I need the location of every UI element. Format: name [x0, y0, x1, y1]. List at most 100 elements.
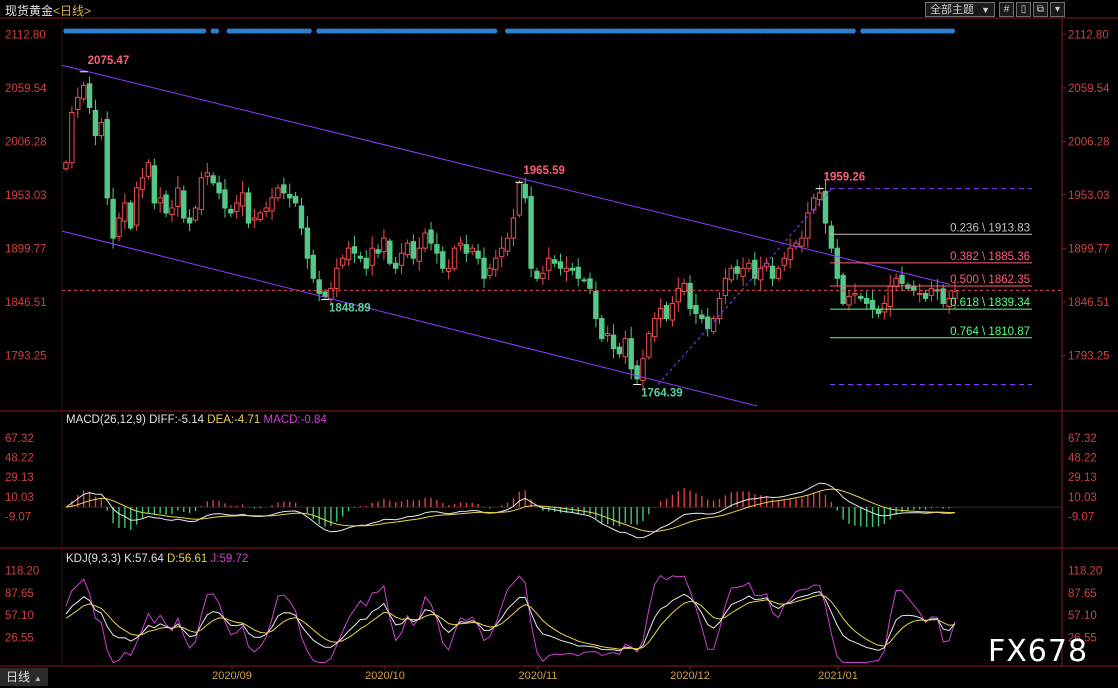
date-tick-label: 2020/10 [365, 670, 405, 682]
macd-tick-label-left: 67.32 [5, 433, 34, 445]
candle-body [840, 274, 846, 304]
candle-body [869, 299, 876, 309]
macd-tick-label: 29.13 [1068, 472, 1097, 484]
layout-tool-icon[interactable]: ⧉ [1033, 2, 1048, 17]
candle-body [504, 237, 511, 252]
period-tab[interactable]: 日线 ▲ [0, 668, 48, 686]
candle-body [457, 242, 464, 246]
candle-body [316, 279, 322, 294]
candle-body [404, 242, 411, 256]
candle-body [245, 192, 252, 224]
candle-body [593, 290, 599, 320]
candle-body [540, 272, 546, 279]
candle-body [675, 287, 681, 303]
candle-body [228, 208, 234, 214]
candle-body [911, 286, 917, 291]
candle-body [863, 297, 870, 304]
candle-body [928, 287, 935, 296]
theme-dropdown-label: 全部主题 [930, 4, 974, 16]
candle-body [469, 247, 475, 253]
extreme-label: 1965.59 [523, 165, 565, 177]
candle-body [610, 334, 617, 350]
candle-body [581, 279, 587, 282]
candle-body [493, 257, 499, 271]
extreme-label: 2075.47 [88, 55, 130, 67]
price-tick-label-left: 1953.03 [5, 190, 47, 202]
candle-body [80, 84, 87, 100]
candle-body [575, 266, 581, 279]
candle-body [428, 229, 434, 244]
candle-body [916, 292, 923, 295]
date-tick-label: 2020/11 [519, 670, 558, 682]
theme-dropdown[interactable]: 全部主题 ▼ [925, 2, 995, 17]
candle-body [893, 277, 899, 287]
price-tick-label: 2006.28 [1068, 136, 1110, 148]
candle-body [63, 162, 69, 170]
macd-hist-value: MACD:-0.84 [263, 414, 327, 426]
candle-body [340, 257, 346, 266]
candle-body [257, 212, 263, 221]
candle-body [781, 257, 787, 266]
candle-body [175, 187, 181, 207]
candle-body [345, 247, 352, 261]
candle-body [887, 285, 893, 307]
candle-body [546, 257, 552, 271]
candle-body [669, 302, 676, 321]
price-tick-label-left: 2059.54 [5, 83, 47, 95]
event-marker [306, 28, 312, 34]
macd-tick-label-left: 29.13 [5, 472, 34, 484]
candle-body [587, 278, 593, 289]
candle-body [375, 249, 381, 254]
kdj-tick-label-left: 57.10 [5, 610, 34, 622]
event-marker [850, 28, 856, 34]
candle-body [387, 240, 393, 264]
candle-body [693, 304, 699, 315]
panel-tool-icon[interactable]: ▯ [1016, 2, 1031, 17]
candle-body [510, 217, 517, 239]
candle-body [769, 265, 776, 279]
price-tick-label-left: 2006.28 [5, 136, 47, 148]
candle-body [416, 247, 422, 262]
candle-body [557, 261, 564, 269]
price-tick-label: 2059.54 [1068, 83, 1110, 95]
candle-body [522, 183, 528, 199]
candle-body [139, 177, 146, 190]
kdj-d-value: D:56.61 [167, 553, 208, 565]
price-tick-label: 1899.77 [1068, 243, 1110, 255]
candle-body [734, 266, 740, 274]
candle-body [763, 262, 770, 268]
kdj-j-value: J:59.72 [210, 553, 249, 565]
candle-body [463, 244, 470, 254]
macd-tick-label-left: -9.07 [5, 511, 31, 523]
candle-body [304, 227, 311, 259]
candle-body [145, 162, 152, 177]
candle-body [157, 197, 163, 204]
macd-title: MACD(26,12,9) [66, 414, 146, 426]
candle-body [210, 175, 216, 184]
macd-dea-line [65, 488, 955, 533]
candle-body [186, 217, 193, 224]
candle-body [204, 172, 210, 177]
candle-body [116, 217, 122, 238]
candle-body [728, 267, 734, 281]
chevron-down-icon: ▼ [981, 5, 990, 15]
candle-body [292, 195, 299, 204]
candle-body [133, 187, 140, 226]
macd-tick-label-left: 48.22 [5, 453, 34, 465]
macd-tick-label: 48.22 [1068, 453, 1097, 465]
menu-tool-icon[interactable]: ▾ [1050, 2, 1065, 17]
candle-body [357, 255, 364, 259]
candle-body [875, 309, 882, 315]
period-label[interactable]: <日线> [53, 4, 92, 18]
date-tick-label: 2021/01 [818, 670, 858, 682]
kdj-legend: KDJ(9,3,3) K:57.64 D:56.61 J:59.72 [66, 553, 248, 565]
candle-body [216, 182, 222, 194]
price-tick-label: 1793.25 [1068, 350, 1110, 362]
candle-body [328, 287, 334, 300]
candle-body [181, 190, 187, 219]
price-tick-label-left: 2112.80 [5, 29, 46, 41]
candle-body [652, 318, 658, 338]
kdj-tick-label-left: 26.55 [5, 632, 34, 644]
grid-tool-icon[interactable]: # [999, 2, 1014, 17]
